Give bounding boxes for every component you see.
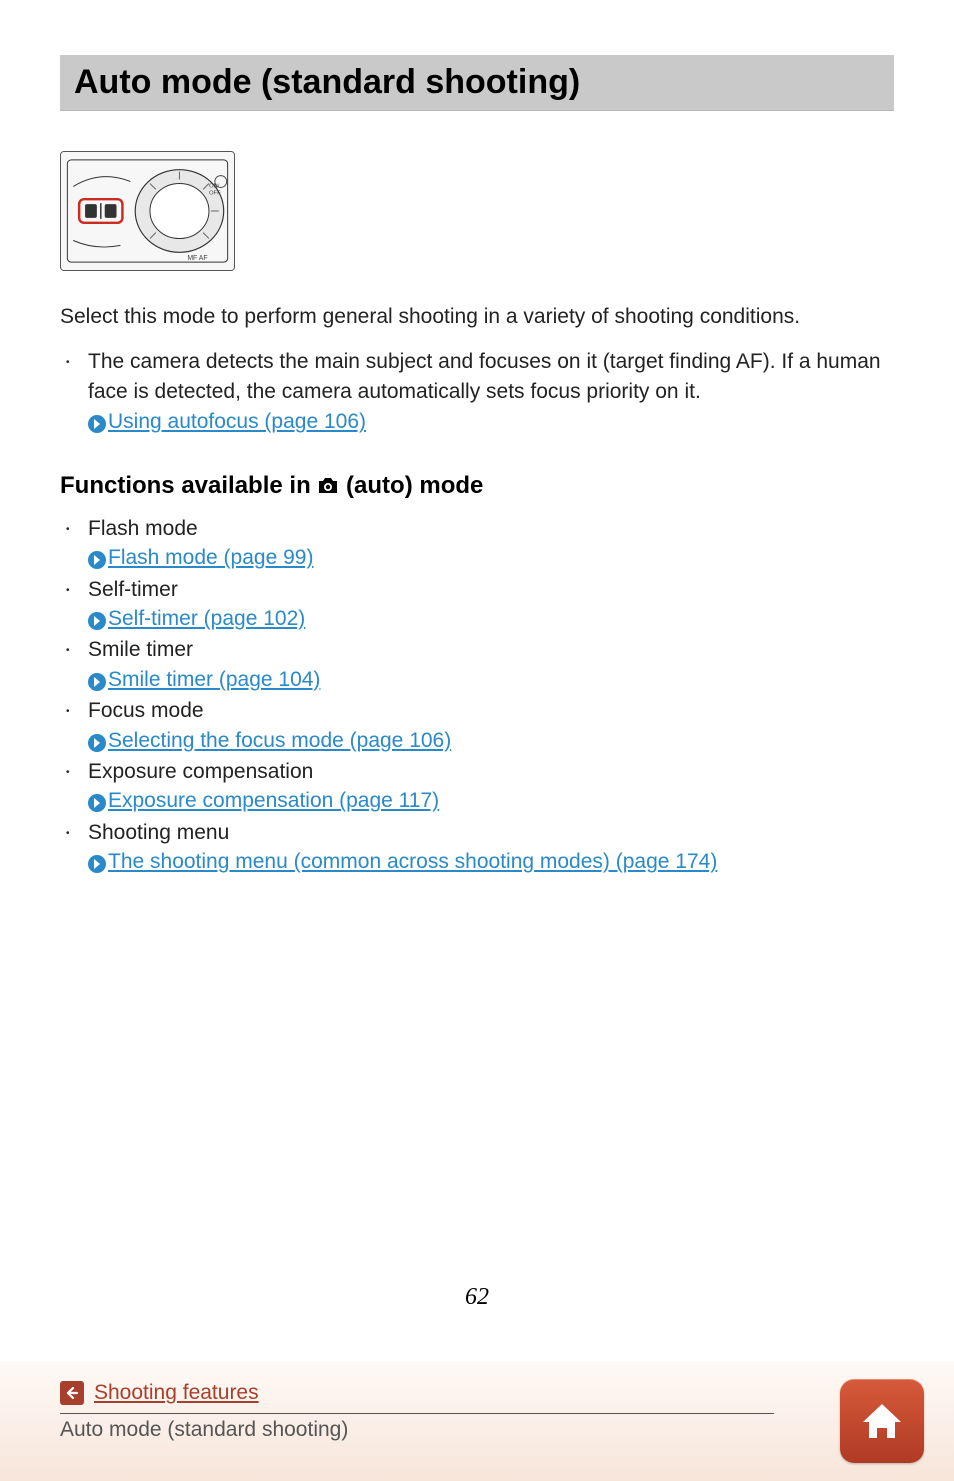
list-item: Shooting menu The shooting menu (common … xyxy=(84,818,894,877)
link-arrow-icon xyxy=(88,673,106,691)
footer-section-link[interactable]: Shooting features xyxy=(94,1381,259,1405)
page-footer: Shooting features Auto mode (standard sh… xyxy=(0,1361,954,1481)
subhead-suffix: (auto) mode xyxy=(339,472,483,499)
mode-dial-illustration: ON/ OFF MF AF xyxy=(60,151,235,271)
intro-text: Select this mode to perform general shoo… xyxy=(60,301,894,333)
flash-mode-link[interactable]: Flash mode (page 99) xyxy=(108,546,313,569)
function-title: Exposure compensation xyxy=(88,760,313,783)
functions-subheading: Functions available in (auto) mode xyxy=(60,472,894,502)
autofocus-link[interactable]: Using autofocus (page 106) xyxy=(108,410,366,433)
svg-text:MF AF: MF AF xyxy=(187,255,207,262)
svg-text:OFF: OFF xyxy=(209,190,221,196)
main-bullet-text: The camera detects the main subject and … xyxy=(88,350,881,403)
function-title: Self-timer xyxy=(88,578,178,601)
link-arrow-icon xyxy=(88,415,106,433)
title-bar: Auto mode (standard shooting) xyxy=(60,55,894,111)
main-bullet: The camera detects the main subject and … xyxy=(84,347,894,438)
page-number: 62 xyxy=(0,1284,954,1311)
shooting-menu-link[interactable]: The shooting menu (common across shootin… xyxy=(108,850,717,873)
list-item: Self-timer Self-timer (page 102) xyxy=(84,575,894,634)
back-button[interactable] xyxy=(60,1381,84,1405)
link-arrow-icon xyxy=(88,794,106,812)
list-item: Exposure compensation Exposure compensat… xyxy=(84,757,894,816)
smile-timer-link[interactable]: Smile timer (page 104) xyxy=(108,668,320,691)
subhead-prefix: Functions available in xyxy=(60,472,317,499)
list-item: Flash mode Flash mode (page 99) xyxy=(84,514,894,573)
back-arrow-icon xyxy=(64,1385,80,1401)
link-arrow-icon xyxy=(88,551,106,569)
footer-subsection: Auto mode (standard shooting) xyxy=(60,1414,894,1442)
list-item: Smile timer Smile timer (page 104) xyxy=(84,635,894,694)
camera-icon xyxy=(317,474,339,502)
home-icon xyxy=(857,1396,907,1446)
link-arrow-icon xyxy=(88,855,106,873)
focus-mode-link[interactable]: Selecting the focus mode (page 106) xyxy=(108,729,451,752)
self-timer-link[interactable]: Self-timer (page 102) xyxy=(108,607,305,630)
home-button[interactable] xyxy=(840,1379,924,1463)
link-arrow-icon xyxy=(88,734,106,752)
page-title: Auto mode (standard shooting) xyxy=(74,63,880,102)
list-item: Focus mode Selecting the focus mode (pag… xyxy=(84,696,894,755)
function-title: Smile timer xyxy=(88,638,193,661)
function-title: Focus mode xyxy=(88,699,204,722)
function-title: Flash mode xyxy=(88,517,198,540)
link-arrow-icon xyxy=(88,612,106,630)
exposure-comp-link[interactable]: Exposure compensation (page 117) xyxy=(108,789,439,812)
function-title: Shooting menu xyxy=(88,821,229,844)
